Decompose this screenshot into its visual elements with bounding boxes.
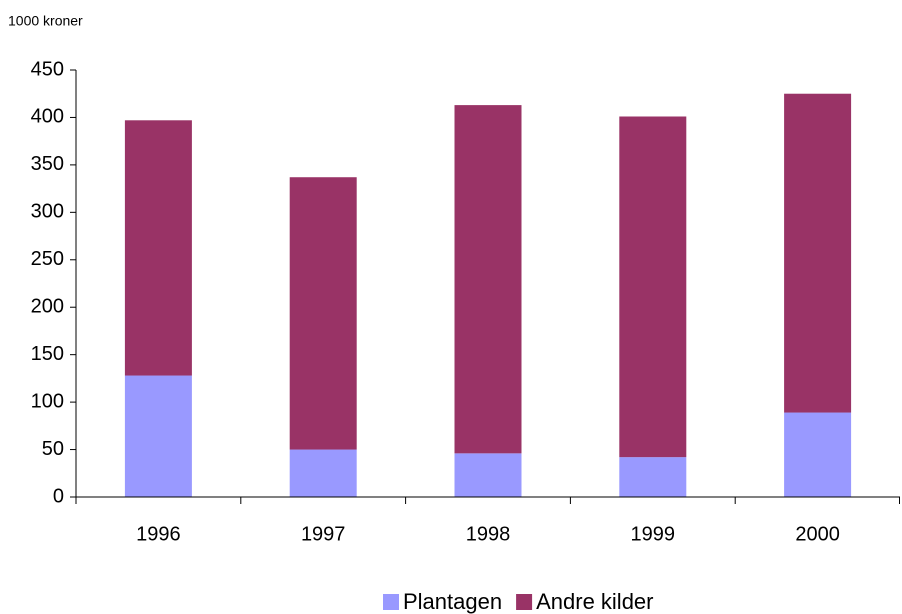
bar-segment — [784, 412, 852, 497]
y-tick-label: 400 — [31, 106, 64, 128]
bar-segment — [454, 105, 522, 454]
x-tick-label: 1997 — [301, 523, 346, 545]
y-tick-label: 250 — [31, 248, 64, 270]
bar-segment — [289, 177, 357, 450]
legend-label: Plantagen — [403, 589, 502, 614]
x-tick-label: 1996 — [136, 523, 181, 545]
y-tick-label: 200 — [31, 296, 64, 318]
y-tick-label: 450 — [31, 58, 64, 80]
x-tick-label: 2000 — [795, 523, 840, 545]
legend-label: Andre kilder — [536, 589, 653, 614]
y-tick-label: 0 — [53, 485, 64, 507]
y-axis-label: 1000 kroner — [8, 13, 83, 29]
bar-segment — [289, 449, 357, 497]
y-tick-label: 300 — [31, 201, 64, 223]
y-tick-label: 150 — [31, 343, 64, 365]
bar-segment — [124, 375, 192, 497]
y-tick-label: 350 — [31, 153, 64, 175]
legend-swatch — [516, 594, 533, 610]
legend-swatch — [383, 594, 399, 610]
bar-segment — [619, 116, 687, 458]
bar-segment — [124, 120, 192, 376]
x-tick-label: 1998 — [466, 523, 511, 545]
x-tick-label: 1999 — [631, 523, 676, 545]
bar-segment — [784, 93, 852, 413]
y-tick-label: 50 — [42, 438, 64, 460]
bar-segment — [619, 457, 687, 497]
y-tick-label: 100 — [31, 390, 64, 412]
bar-segment — [454, 453, 522, 497]
